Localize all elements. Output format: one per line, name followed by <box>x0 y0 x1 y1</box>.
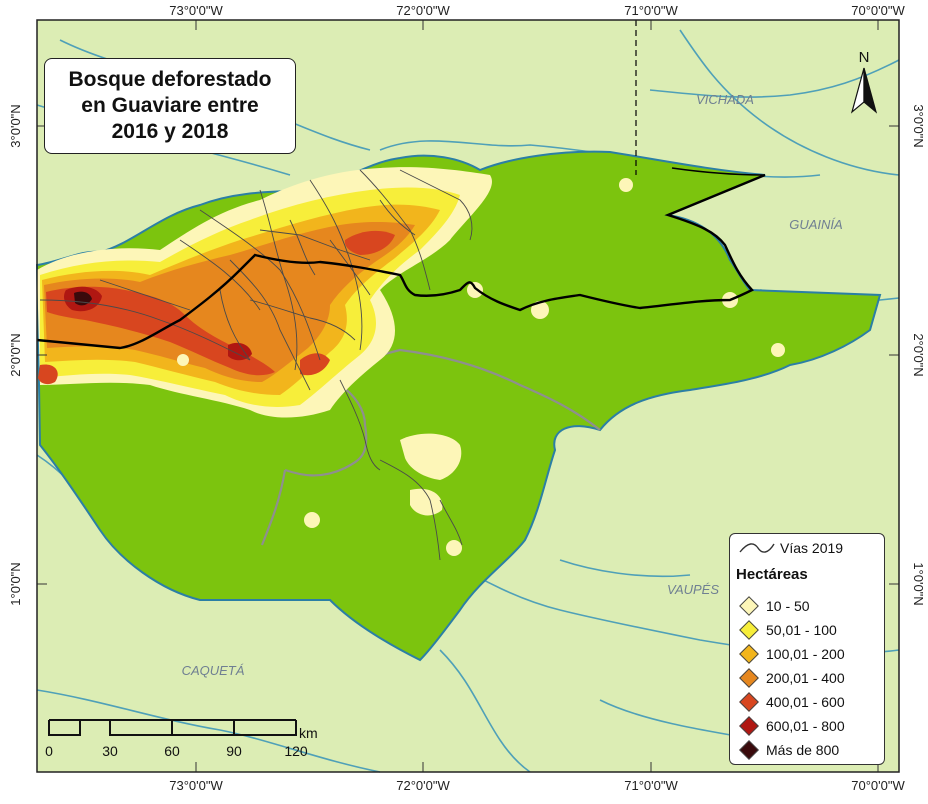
region-label-caqueta: CAQUETÁ <box>182 663 245 678</box>
legend-class-label: 10 - 50 <box>766 598 810 614</box>
legend-class-item: 600,01 - 800 <box>739 716 845 736</box>
roads-2019 <box>39 169 473 561</box>
lon-label-bottom-73: 73°0'0"W <box>169 778 223 793</box>
legend-heading: Hectáreas <box>736 566 808 583</box>
lat-label-left-3: 3°0'0"N <box>8 104 23 147</box>
legend-class-label: 600,01 - 800 <box>766 718 845 734</box>
legend-swatch-icon <box>739 644 759 664</box>
river-band <box>671 167 766 176</box>
lon-label-bottom-72: 72°0'0"W <box>396 778 450 793</box>
lon-label-bottom-71: 71°0'0"W <box>624 778 678 793</box>
lat-label-right-3: 3°0'0"N <box>911 104 926 147</box>
map-legend: Vías 2019 Hectáreas 10 - 50 50,01 - 100 10… <box>729 533 885 765</box>
legend-roads-label: Vías 2019 <box>780 540 844 556</box>
legend-class-label: 400,01 - 600 <box>766 694 845 710</box>
legend-swatch-icon <box>739 620 759 640</box>
legend-class-item: 200,01 - 400 <box>739 668 845 688</box>
legend-class-item: 400,01 - 600 <box>739 692 845 712</box>
lon-label-bottom-70: 70°0'0"W <box>851 778 905 793</box>
lat-label-left-2: 2°0'0"N <box>8 333 23 376</box>
legend-swatch-icon <box>739 596 759 616</box>
region-label-vaupes: VAUPÉS <box>667 582 719 597</box>
map-title-line-2: en Guaviare entre <box>81 94 259 117</box>
scale-tick-90: 90 <box>226 743 242 759</box>
legend-class-item: 10 - 50 <box>739 596 810 616</box>
legend-swatch-icon <box>739 668 759 688</box>
legend-class-item: 100,01 - 200 <box>739 644 845 664</box>
scale-unit: km <box>299 725 318 741</box>
map-frame <box>36 19 900 773</box>
legend-swatch-icon <box>739 692 759 712</box>
legend-class-label: 200,01 - 400 <box>766 670 845 686</box>
region-label-vichada: VICHADA <box>696 92 754 107</box>
scale-bar <box>48 719 297 736</box>
lon-label-top-71: 71°0'0"W <box>624 3 678 18</box>
north-arrow-icon: N <box>850 49 878 114</box>
region-label-guainia: GUAINÍA <box>789 217 842 232</box>
scale-tick-30: 30 <box>102 743 118 759</box>
map-title-box: Bosque deforestado en Guaviare entre 201… <box>44 58 296 154</box>
department-boundary-north <box>36 173 766 350</box>
legend-class-label: 100,01 - 200 <box>766 646 845 662</box>
map-title-line-1: Bosque deforestado <box>68 68 272 91</box>
lon-label-top-73: 73°0'0"W <box>169 3 223 18</box>
legend-class-item: 50,01 - 100 <box>739 620 837 640</box>
legend-swatch-icon <box>739 716 759 736</box>
legend-class-label: 50,01 - 100 <box>766 622 837 638</box>
road-line-icon <box>739 543 775 553</box>
legend-roads-entry: Vías 2019 <box>738 540 843 556</box>
lon-label-top-70: 70°0'0"W <box>851 3 905 18</box>
lat-label-right-1: 1°0'0"N <box>911 562 926 605</box>
scale-tick-60: 60 <box>164 743 180 759</box>
legend-class-item: Más de 800 <box>739 740 840 760</box>
lon-label-top-72: 72°0'0"W <box>396 3 450 18</box>
lat-label-left-1: 1°0'0"N <box>8 562 23 605</box>
legend-class-label: Más de 800 <box>766 742 840 758</box>
map-title-line-3: 2016 y 2018 <box>111 120 229 143</box>
scale-tick-0: 0 <box>45 743 53 759</box>
legend-swatch-icon <box>739 740 759 760</box>
scale-tick-120: 120 <box>284 743 308 759</box>
lat-label-right-2: 2°0'0"N <box>911 333 926 376</box>
north-label: N <box>859 49 870 66</box>
